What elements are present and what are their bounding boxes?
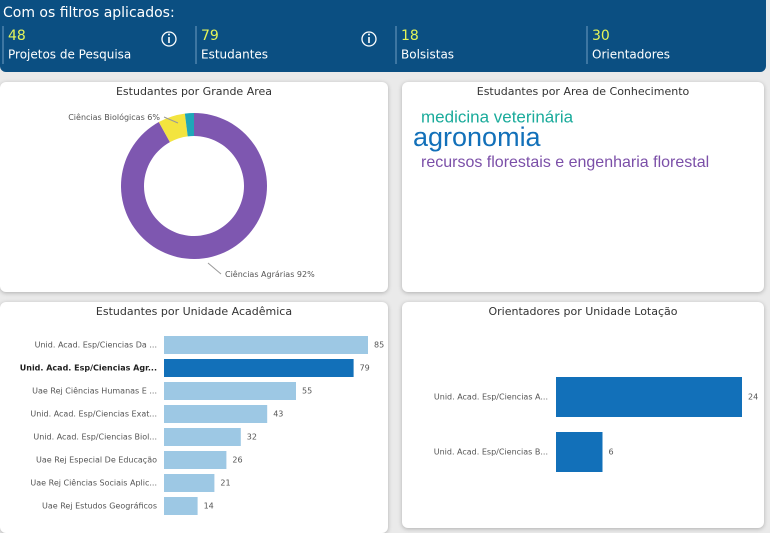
card-label: Bolsistas xyxy=(401,48,454,62)
card-label: Orientadores xyxy=(592,48,670,62)
donut-slice xyxy=(184,113,194,137)
info-icon-bar xyxy=(368,37,370,43)
category-label: Unid. Acad. Esp/Ciencias Exat... xyxy=(30,410,157,419)
bar xyxy=(164,451,227,469)
data-label: 32 xyxy=(247,433,257,442)
cloud-word: recursos florestais e engenharia florest… xyxy=(421,154,709,171)
card-value: 30 xyxy=(592,28,610,44)
data-label: 79 xyxy=(360,364,370,373)
category-label: Uae Rej Ciências Sociais Aplic... xyxy=(30,478,157,488)
card-value: 18 xyxy=(401,28,419,44)
header-band xyxy=(0,0,766,72)
slice-category: Ciências Biológicas xyxy=(68,112,145,122)
data-label: 6 xyxy=(609,448,614,457)
data-label: 43 xyxy=(273,410,283,419)
donut-slice xyxy=(158,113,188,143)
donut-slice xyxy=(121,113,267,259)
card-label: Estudantes xyxy=(201,48,268,62)
category-label: Unid. Acad. Esp/Ciencias B... xyxy=(434,448,548,457)
bar xyxy=(164,336,368,354)
bar xyxy=(164,428,241,446)
bar xyxy=(556,377,742,417)
data-label: 26 xyxy=(232,456,242,465)
category-label: Unid. Acad. Esp/Ciencias Biol... xyxy=(33,433,157,442)
data-label: 24 xyxy=(748,393,758,402)
card-value: 79 xyxy=(201,28,219,44)
bar xyxy=(164,474,215,492)
info-icon-dot xyxy=(168,33,170,36)
category-label: Unid. Acad. Esp/Ciencias A... xyxy=(434,393,548,402)
panel xyxy=(0,82,388,292)
bar xyxy=(164,382,296,400)
category-label: Uae Rej Estudos Geográficos xyxy=(42,502,157,511)
data-label: 21 xyxy=(220,479,230,488)
data-label: 85 xyxy=(374,341,384,350)
category-label: Uae Rej Especial De Educação xyxy=(36,456,157,465)
info-icon xyxy=(161,31,177,47)
data-label: 14 xyxy=(204,502,214,511)
info-icon-bar xyxy=(168,37,170,43)
slice-category: Ciências Agrárias xyxy=(225,269,294,279)
chart-title: Estudantes por Grande Area xyxy=(116,85,272,98)
header-title: Com os filtros aplicados: xyxy=(3,5,175,21)
slice-label: Ciências Biológicas 6% xyxy=(68,112,160,122)
category-label: Unid. Acad. Esp/Ciencias Agr... xyxy=(20,364,157,373)
leader-line xyxy=(207,262,222,275)
data-label: 55 xyxy=(302,387,312,396)
cloud-word: agronomia xyxy=(413,122,542,152)
slice-value: 6% xyxy=(147,113,160,122)
category-label: Unid. Acad. Esp/Ciencias Da ... xyxy=(35,341,157,350)
bar xyxy=(164,497,198,515)
slice-value: 92% xyxy=(297,270,315,279)
cloud-word: medicina veterinária xyxy=(421,107,574,126)
bar xyxy=(556,432,603,472)
bar xyxy=(164,359,354,377)
chart-title: Estudantes por Unidade Acadêmica xyxy=(96,305,292,318)
chart-title: Estudantes por Area de Conhecimento xyxy=(477,85,690,98)
info-icon-dot xyxy=(368,33,370,36)
info-icon xyxy=(361,31,377,47)
card-label: Projetos de Pesquisa xyxy=(8,48,131,62)
leader-line xyxy=(163,116,179,124)
category-label: Uae Rej Ciências Humanas E ... xyxy=(32,386,157,396)
chart-title: Orientadores por Unidade Lotação xyxy=(488,305,677,318)
bar xyxy=(164,405,268,423)
card-value: 48 xyxy=(8,28,26,44)
panel xyxy=(402,82,764,292)
slice-label: Ciências Agrárias 92% xyxy=(225,269,315,279)
